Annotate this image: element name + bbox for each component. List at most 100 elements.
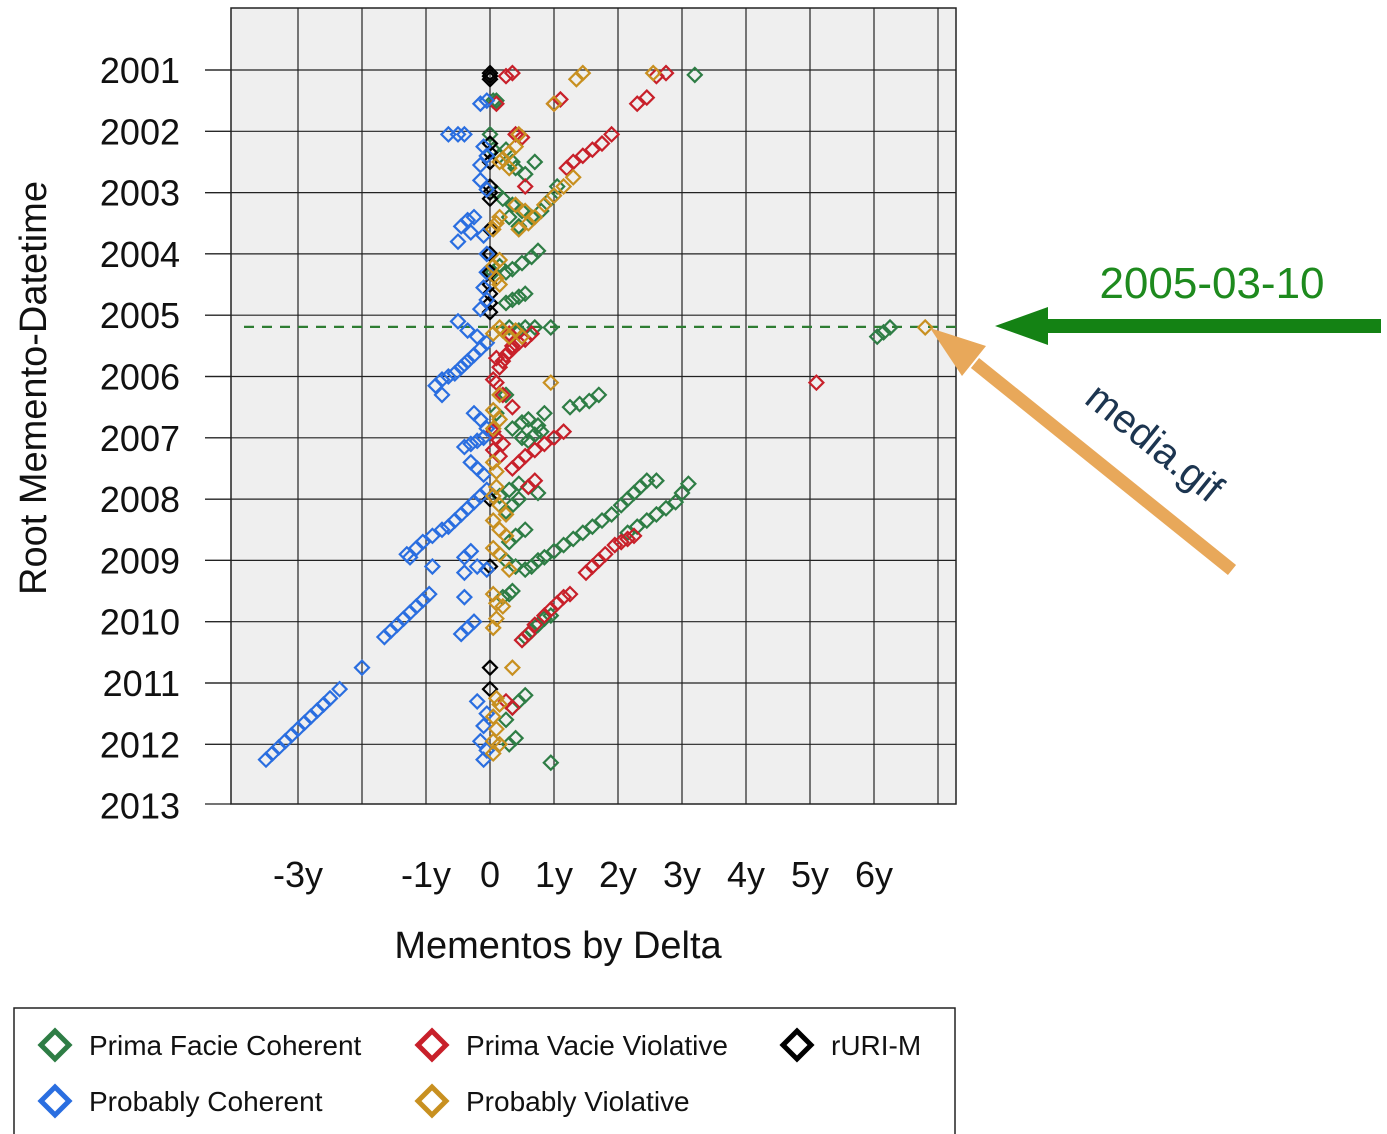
data-point bbox=[503, 398, 521, 416]
data-point bbox=[484, 511, 502, 530]
data-point bbox=[487, 689, 505, 707]
annotation-media-gif: media.gif bbox=[1077, 375, 1232, 512]
data-point bbox=[644, 64, 662, 82]
x-tick-label: 0 bbox=[480, 854, 500, 895]
data-point bbox=[526, 441, 544, 459]
x-axis-ticks: -3y -1y 0 1y 2y 3y 4y 5y 6y bbox=[273, 854, 893, 895]
data-point bbox=[475, 138, 493, 156]
data-point bbox=[673, 484, 691, 502]
series-3 bbox=[257, 92, 496, 769]
data-point bbox=[478, 561, 496, 579]
data-point bbox=[503, 698, 521, 717]
data-point bbox=[487, 478, 505, 496]
data-point bbox=[603, 505, 621, 523]
data-point bbox=[481, 64, 499, 82]
data-point bbox=[459, 321, 477, 340]
data-point bbox=[628, 95, 646, 113]
data-point bbox=[407, 539, 425, 557]
data-point bbox=[353, 659, 371, 677]
data-point bbox=[503, 659, 521, 677]
x-tick-label: 6y bbox=[855, 854, 893, 895]
series-1 bbox=[484, 64, 825, 717]
data-point bbox=[500, 585, 518, 603]
data-point bbox=[510, 288, 528, 306]
x-tick-label: 5y bbox=[791, 854, 829, 895]
data-point bbox=[535, 435, 553, 453]
data-point bbox=[529, 416, 547, 435]
y-axis-ticks: 2001 2002 2003 2004 2005 2006 2007 2008 2009 2010… bbox=[100, 50, 231, 827]
y-tick-label: 2005 bbox=[100, 295, 180, 336]
data-point bbox=[513, 328, 531, 346]
data-point bbox=[497, 527, 515, 545]
data-point bbox=[526, 153, 544, 171]
annotation-date: 2005-03-10 bbox=[1099, 259, 1324, 308]
y-tick-label: 2004 bbox=[100, 234, 180, 275]
data-point bbox=[564, 530, 582, 548]
data-point bbox=[491, 275, 509, 294]
data-point bbox=[507, 196, 525, 214]
data-point bbox=[503, 582, 521, 600]
data-point bbox=[555, 536, 573, 554]
data-point bbox=[516, 285, 534, 303]
data-point bbox=[468, 557, 486, 576]
data-point bbox=[471, 300, 489, 318]
data-point bbox=[603, 125, 621, 143]
data-point bbox=[401, 548, 419, 566]
data-point bbox=[545, 542, 563, 560]
data-point bbox=[475, 751, 493, 769]
data-point bbox=[494, 386, 512, 404]
data-point bbox=[487, 610, 505, 628]
data-point bbox=[484, 744, 502, 763]
data-point bbox=[494, 190, 512, 208]
data-point bbox=[484, 401, 502, 419]
y-tick-label: 2003 bbox=[100, 173, 180, 214]
legend-marker bbox=[37, 1027, 73, 1063]
data-point bbox=[375, 628, 393, 646]
data-point bbox=[484, 619, 502, 637]
legend-label: Probably Violative bbox=[466, 1086, 690, 1117]
data-point bbox=[257, 751, 275, 769]
x-tick-label: 3y bbox=[663, 854, 701, 895]
x-tick-label: 4y bbox=[727, 854, 765, 895]
data-point bbox=[475, 226, 493, 245]
data-point bbox=[868, 328, 886, 346]
data-point bbox=[503, 291, 521, 309]
data-point bbox=[497, 386, 515, 404]
data-point bbox=[497, 711, 515, 729]
data-point bbox=[471, 95, 489, 113]
y-tick-label: 2009 bbox=[100, 540, 180, 581]
y-tick-label: 2001 bbox=[100, 50, 180, 91]
data-point bbox=[657, 499, 675, 517]
data-point bbox=[510, 321, 528, 340]
data-point bbox=[583, 141, 601, 159]
data-point bbox=[331, 680, 349, 698]
x-axis-title: Mementos by Delta bbox=[394, 925, 722, 967]
data-points bbox=[257, 64, 934, 772]
data-point bbox=[471, 410, 489, 428]
data-point bbox=[487, 404, 505, 422]
data-point bbox=[478, 291, 496, 309]
data-point bbox=[452, 625, 470, 643]
data-point bbox=[491, 496, 509, 514]
data-point bbox=[516, 561, 534, 579]
y-axis-title: Root Memento-Datetime bbox=[13, 181, 55, 595]
legend-label: Probably Coherent bbox=[89, 1086, 323, 1117]
data-point bbox=[548, 177, 566, 196]
data-point bbox=[638, 511, 656, 530]
y-tick-label: 2012 bbox=[100, 724, 180, 765]
data-point bbox=[593, 511, 611, 530]
y-tick-label: 2006 bbox=[100, 357, 180, 398]
data-point bbox=[500, 481, 518, 499]
data-point bbox=[484, 453, 502, 471]
data-point bbox=[606, 536, 624, 554]
data-point bbox=[580, 392, 598, 410]
data-point bbox=[481, 680, 499, 698]
data-point bbox=[478, 420, 496, 438]
data-point bbox=[561, 585, 579, 603]
legend: Prima Facie Coherent Prima Vacie Violativ… bbox=[13, 1007, 956, 1134]
data-point bbox=[526, 318, 544, 337]
data-point bbox=[475, 717, 493, 735]
data-point bbox=[462, 223, 480, 242]
data-point bbox=[468, 692, 486, 710]
data-point bbox=[535, 196, 553, 214]
